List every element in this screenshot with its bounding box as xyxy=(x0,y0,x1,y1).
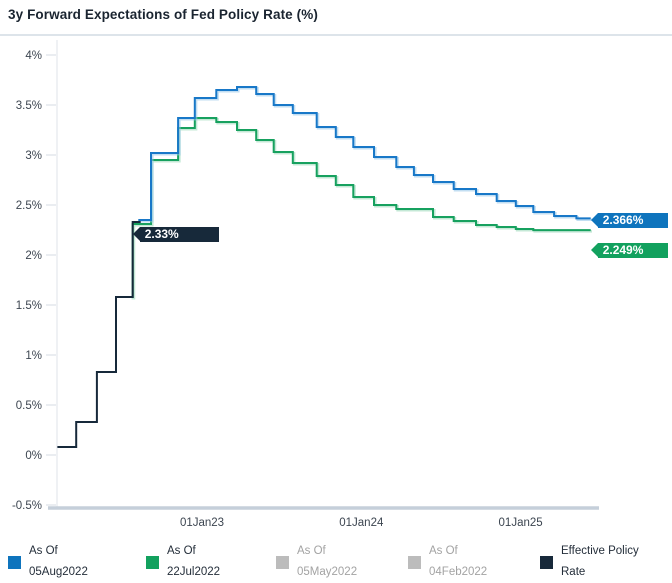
page-title: 3y Forward Expectations of Fed Policy Ra… xyxy=(8,7,318,22)
legend-label-line1: As Of xyxy=(167,545,196,557)
legend-swatch-icon xyxy=(276,556,289,569)
legend-item-label: As Of 22Jul2022 xyxy=(167,541,220,583)
legend-label-line1: As Of xyxy=(429,545,458,557)
y-tick-label: 3% xyxy=(25,150,42,162)
legend-item-label: As Of 05May2022 xyxy=(297,541,357,583)
effective-rate-label: 2.33% xyxy=(139,226,219,242)
legend-item-rate[interactable]: Effective Policy Rate xyxy=(540,541,639,583)
y-tick-label: -0.5% xyxy=(12,500,42,512)
legend-swatch-icon xyxy=(540,556,553,569)
y-tick-label: 3.5% xyxy=(16,100,42,112)
y-tick-label: 0.5% xyxy=(16,400,42,412)
series-line-as-of-22jul2022 xyxy=(130,117,591,298)
blue-end-label-badge: 2.366% xyxy=(590,212,668,228)
legend-label-line2: Rate xyxy=(561,566,586,578)
legend-swatch-icon xyxy=(8,556,21,569)
legend-item-05aug2022[interactable]: As Of 05Aug2022 xyxy=(8,541,88,583)
legend-item-label: As Of 04Feb2022 xyxy=(429,541,487,583)
blue-end-label: 2.366% xyxy=(597,212,668,228)
legend-label-line2: 05Aug2022 xyxy=(29,566,88,578)
effective-rate-label-badge: 2.33% xyxy=(132,226,219,242)
series-line-as-of-05aug2022-halo xyxy=(139,87,592,223)
legend-item-05may2022[interactable]: As Of 05May2022 xyxy=(276,541,357,583)
series-line-as-of-05aug2022 xyxy=(138,86,591,221)
legend-label-line1: Effective Policy xyxy=(561,545,639,557)
y-tick-label: 0% xyxy=(25,450,42,462)
legend-swatch-icon xyxy=(146,556,159,569)
y-tick-label: 1% xyxy=(25,350,42,362)
legend-label-line1: As Of xyxy=(297,545,326,557)
y-tick-label: 2.5% xyxy=(16,200,42,212)
series-line-as-of-22jul2022-halo xyxy=(131,118,592,300)
chart-legend: As Of 05Aug2022 As Of 22Jul2022 As Of 05May20… xyxy=(0,541,672,583)
x-tick-label: 01Jan23 xyxy=(180,517,224,529)
legend-swatch-icon xyxy=(408,556,421,569)
y-tick-label: 4% xyxy=(25,50,42,62)
x-tick-label: 01Jan24 xyxy=(339,517,384,529)
badge-arrow-icon xyxy=(590,213,598,228)
badge-arrow-icon xyxy=(132,227,140,241)
legend-label-line2: 22Jul2022 xyxy=(167,566,221,578)
x-tick-label: 01Jan25 xyxy=(499,517,543,529)
legend-label-line2: 05May2022 xyxy=(297,566,358,578)
series-line-effective-policy-rate xyxy=(57,221,141,448)
legend-item-label: Effective Policy Rate xyxy=(561,541,639,583)
y-tick-label: 1.5% xyxy=(16,300,42,312)
green-end-label-badge: 2.249% xyxy=(590,242,668,258)
legend-label-line2: 04Feb2022 xyxy=(429,566,488,578)
legend-item-04feb2022[interactable]: As Of 04Feb2022 xyxy=(408,541,487,583)
green-end-label: 2.249% xyxy=(597,242,668,258)
legend-label-line1: As Of xyxy=(29,545,58,557)
legend-item-label: As Of 05Aug2022 xyxy=(29,541,88,583)
badge-arrow-icon xyxy=(590,243,598,258)
legend-item-22jul2022[interactable]: As Of 22Jul2022 xyxy=(146,541,220,583)
y-tick-label: 2% xyxy=(25,250,42,262)
title-divider xyxy=(0,34,672,36)
